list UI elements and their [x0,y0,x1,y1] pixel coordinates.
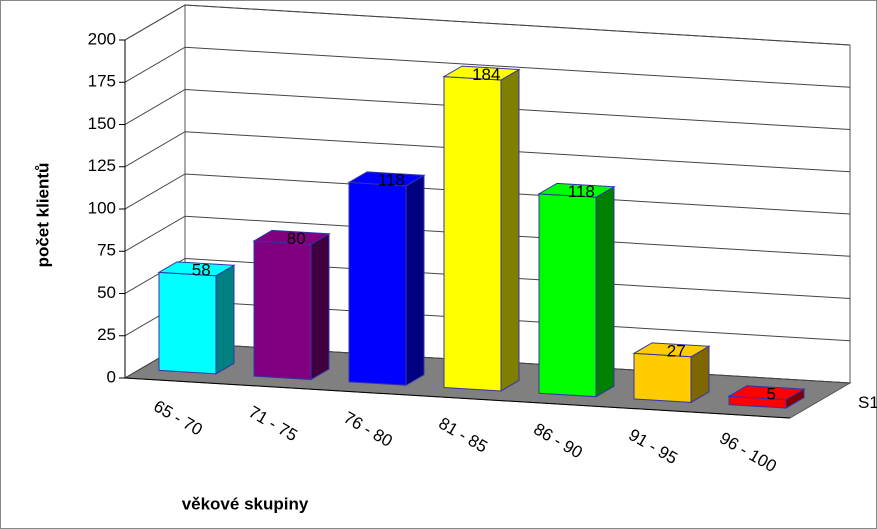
bar-front [348,181,407,386]
grid-line [124,257,851,299]
y-tick-label: 25 [97,325,116,344]
value-label: 27 [667,342,686,361]
bar-front [443,76,502,392]
bar-top [727,385,806,401]
bar-side [215,264,235,375]
bar-top [632,342,711,358]
grid-line [124,4,851,46]
y-tick-label: 75 [97,241,116,260]
grid-line [124,88,851,130]
value-label: 118 [378,171,405,190]
value-label: 80 [287,229,306,248]
value-label: 58 [192,261,211,280]
y-tick-label: 0 [107,367,116,386]
bar-top [252,229,331,245]
y-tick-label: 150 [88,114,116,133]
y-tick-label: 175 [88,72,116,91]
bar-front [633,352,692,403]
bar-top [442,65,521,81]
bar-front [253,240,312,381]
bar-side [595,185,615,398]
grid-line [124,173,851,215]
x-axis-title: věkové skupiny [182,494,309,513]
bar-top [537,182,616,198]
value-label: 184 [472,65,500,84]
grid-line [124,215,851,257]
grid-line [124,131,851,173]
y-axis-title: počet klientů [33,163,52,268]
bar-front [538,193,597,398]
bar-top [157,261,236,277]
bar-front [158,271,217,375]
bar-top [347,171,426,187]
value-label: 5 [767,384,776,403]
bar-side [310,232,330,381]
bar-side [405,174,425,387]
y-tick-label: 125 [88,156,116,175]
depth-label: S1 [858,393,877,412]
value-label: 118 [568,182,595,201]
bar-side [500,68,520,392]
y-tick-label: 200 [88,29,116,48]
x-axis [124,377,791,419]
y-tick-label: 100 [88,198,116,217]
grid-line [124,46,851,88]
y-tick-label: 50 [97,283,116,302]
